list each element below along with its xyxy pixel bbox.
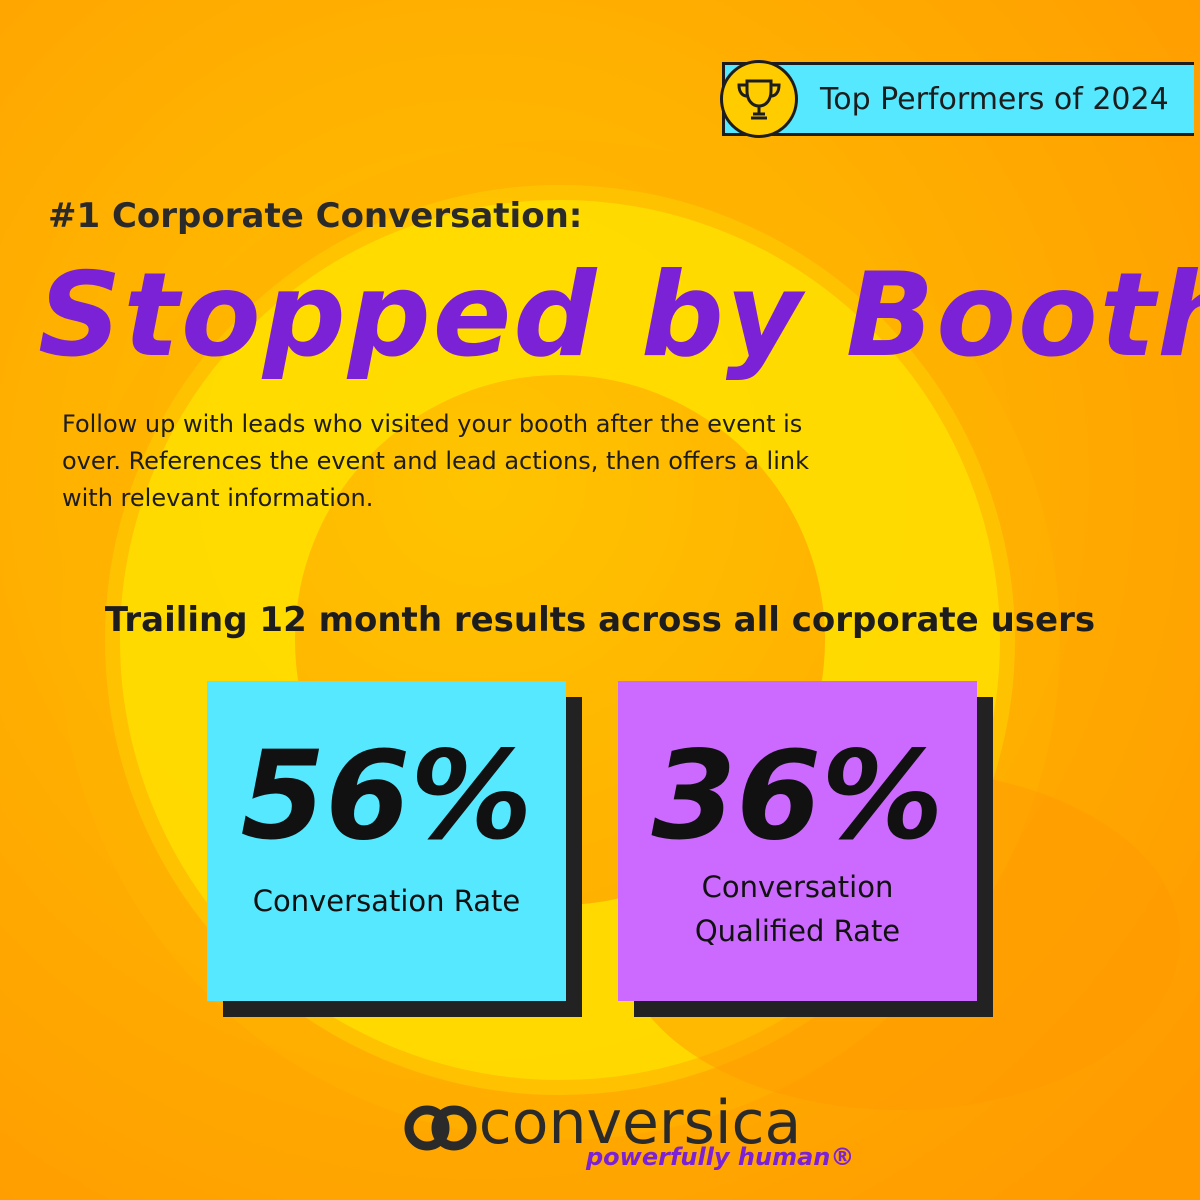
headline: Stopped by Booth [38,248,1200,383]
stat-card: 56% Conversation Rate [207,681,566,1001]
description: Follow up with leads who visited your bo… [62,410,809,512]
trophy-icon [720,60,798,138]
logo-name: conversica [478,1088,802,1158]
logo-mark [404,1105,477,1151]
stat-value: 36% [651,725,944,867]
logo-tagline: powerfully human® [586,1143,855,1171]
trophy [737,79,781,120]
section-title: Trailing 12 month results across all cor… [104,600,1096,640]
stat-value: 56% [240,725,533,867]
stat-label: Conversation Rate [252,884,521,918]
badge-text: Top Performers of 2024 [820,82,1169,117]
stat-label: Conversation Qualified Rate [694,870,901,948]
stat-card: 36% Conversation Qualified Rate [618,681,977,1001]
eyebrow: #1 Corporate Conversation: [48,196,583,236]
